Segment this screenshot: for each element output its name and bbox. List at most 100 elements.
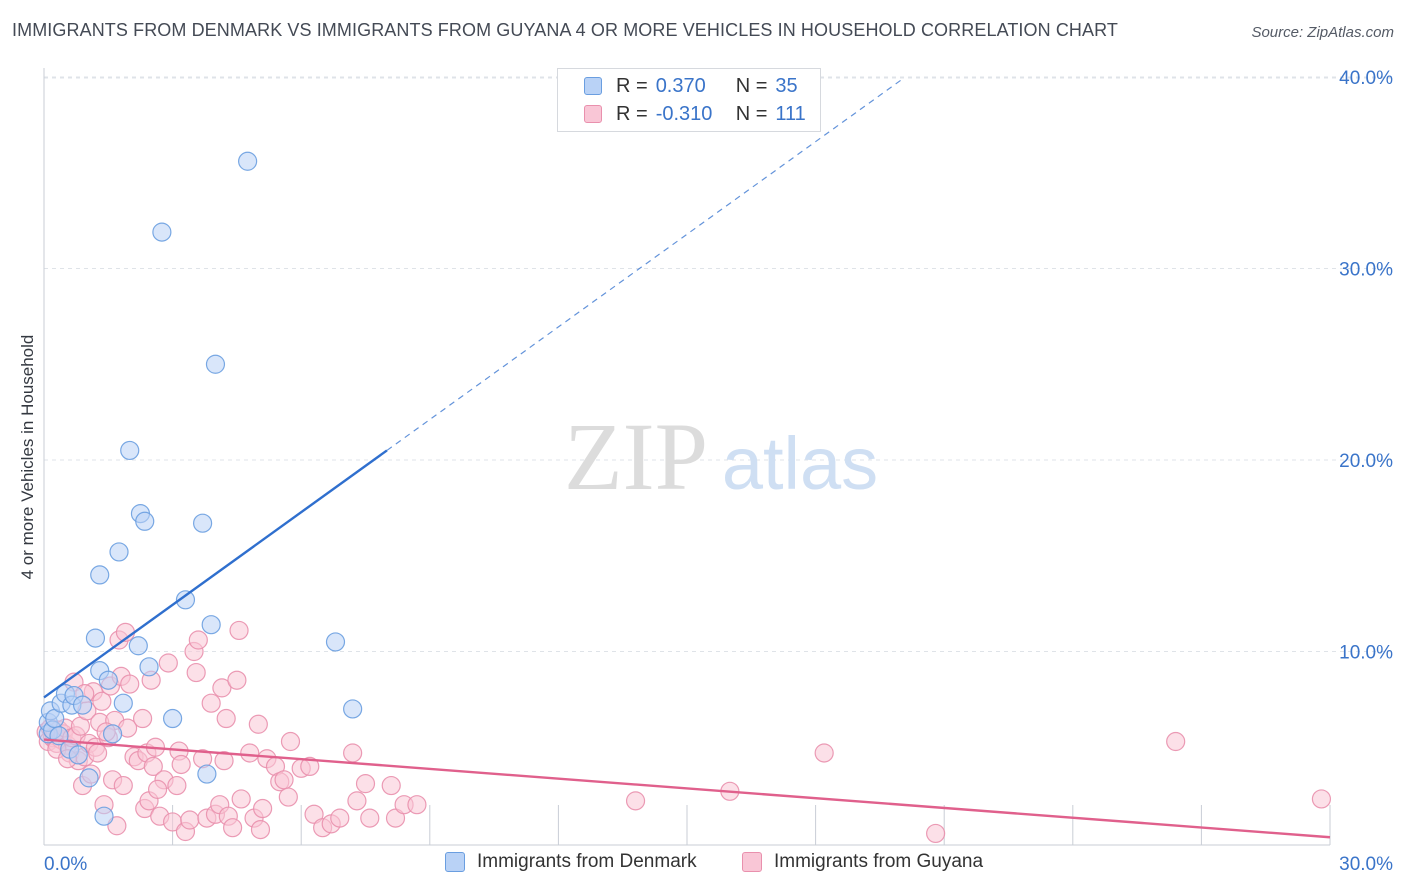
- guyana-point: [186, 662, 206, 683]
- y-tick-label: 20.0%: [1339, 451, 1393, 472]
- y-tick-label: 10.0%: [1339, 643, 1393, 664]
- source-label: Source: ZipAtlas.com: [1251, 24, 1394, 41]
- guyana-point: [274, 770, 294, 790]
- guyana-point: [381, 775, 401, 796]
- guyana-point: [92, 691, 112, 711]
- denmark-point: [79, 768, 99, 788]
- guyana-point: [1311, 789, 1332, 809]
- bottom-legend-swatch-guyana: [742, 852, 762, 872]
- denmark-point: [102, 724, 123, 744]
- denmark-point: [152, 222, 172, 242]
- legend-swatch-denmark: [584, 77, 602, 95]
- guyana-point: [304, 804, 324, 824]
- guyana-point: [347, 791, 367, 811]
- guyana-point: [143, 756, 163, 777]
- guyana-point: [250, 819, 271, 840]
- guyana-point: [1166, 731, 1186, 752]
- denmark-point: [120, 440, 140, 461]
- watermark-atlas: atlas: [722, 422, 878, 505]
- denmark-point: [201, 615, 221, 635]
- chart-title: IMMIGRANTS FROM DENMARK VS IMMIGRANTS FR…: [12, 20, 1119, 40]
- guyana-point: [113, 775, 133, 796]
- guyana-point: [253, 798, 273, 819]
- guyana-point: [212, 678, 232, 698]
- denmark-point: [343, 699, 363, 719]
- denmark-point: [205, 354, 226, 374]
- guyana-point: [132, 708, 153, 729]
- guyana-point: [300, 756, 320, 777]
- legend-n-label: N =: [735, 102, 768, 125]
- y-tick-label: 30.0%: [1339, 260, 1393, 281]
- guyana-point: [330, 808, 350, 828]
- legend-n-label: N =: [735, 74, 768, 97]
- guyana-point: [343, 743, 363, 763]
- denmark-point: [85, 628, 106, 648]
- guyana-point: [227, 670, 247, 690]
- guyana-point: [214, 751, 234, 771]
- guyana-point: [231, 789, 251, 809]
- bottom-legend-denmark: Immigrants from Denmark: [445, 851, 697, 873]
- tick-labels: 10.0% 20.0% 30.0% 40.0% 0.0% 30.0%: [44, 68, 1393, 875]
- guyana-point: [188, 630, 208, 650]
- guyana-point: [926, 823, 946, 844]
- guyana-point: [407, 795, 427, 815]
- denmark-point: [175, 590, 196, 610]
- guyana-point: [167, 775, 187, 796]
- denmark-trend-extension: [386, 79, 902, 451]
- denmark-point: [68, 745, 88, 765]
- denmark-point: [325, 632, 346, 652]
- guyana-trend-line: [43, 738, 1331, 839]
- guyana-point: [180, 810, 200, 830]
- guyana-point: [280, 731, 301, 752]
- guyana-point: [158, 653, 178, 673]
- watermark-zip: ZIP: [564, 403, 708, 510]
- guyana-point: [278, 787, 298, 807]
- denmark-point: [113, 693, 133, 713]
- guyana-point: [120, 674, 140, 694]
- legend-r-value-denmark: 0.370: [655, 74, 706, 97]
- bottom-legend-swatch-denmark: [445, 852, 465, 872]
- guyana-point: [240, 743, 260, 763]
- denmark-point: [139, 657, 159, 677]
- guyana-point: [87, 743, 108, 763]
- guyana-point: [229, 620, 249, 641]
- legend-r-label: R =: [616, 102, 648, 125]
- guyana-point: [625, 791, 646, 811]
- y-tick-label: 40.0%: [1339, 68, 1393, 89]
- denmark-point: [163, 708, 183, 729]
- trend-lines: [43, 79, 1331, 839]
- legend-r-label: R =: [616, 74, 648, 97]
- legend-row-guyana: R = -0.310 N = 111: [584, 102, 806, 126]
- guyana-point: [216, 708, 236, 729]
- denmark-point: [135, 511, 155, 531]
- denmark-point: [72, 695, 93, 715]
- legend-row-denmark: R = 0.370 N = 35: [584, 74, 798, 98]
- denmark-point: [94, 806, 114, 826]
- guyana-point: [171, 754, 191, 775]
- bottom-legend-label-denmark: Immigrants from Denmark: [477, 851, 697, 872]
- denmark-point: [128, 636, 148, 656]
- denmark-trend-line: [43, 449, 388, 699]
- stats-legend: R = 0.370 N = 35 R = -0.310 N = 111: [557, 68, 821, 132]
- denmark-point: [109, 542, 129, 562]
- guyana-point: [248, 714, 268, 734]
- series-guyana-points: [36, 620, 1332, 844]
- denmark-point: [197, 764, 217, 784]
- guyana-point: [814, 743, 834, 763]
- guyana-point: [360, 808, 380, 828]
- denmark-point: [90, 565, 110, 585]
- guyana-point: [147, 779, 168, 799]
- x-tick-label: 0.0%: [44, 854, 87, 875]
- legend-n-value-guyana: 111: [775, 102, 806, 125]
- watermark: ZIP atlas: [564, 403, 878, 510]
- bottom-legend-label-guyana: Immigrants from Guyana: [774, 851, 984, 872]
- y-axis-label: 4 or more Vehicles in Household: [18, 334, 37, 580]
- legend-r-value-guyana: -0.310: [655, 102, 713, 125]
- bottom-legend-guyana: Immigrants from Guyana: [742, 851, 983, 873]
- x-tick-label: 30.0%: [1339, 854, 1393, 875]
- series-denmark-points: [38, 151, 363, 826]
- guyana-point: [385, 808, 406, 828]
- denmark-point: [193, 513, 213, 533]
- guyana-point: [223, 818, 243, 838]
